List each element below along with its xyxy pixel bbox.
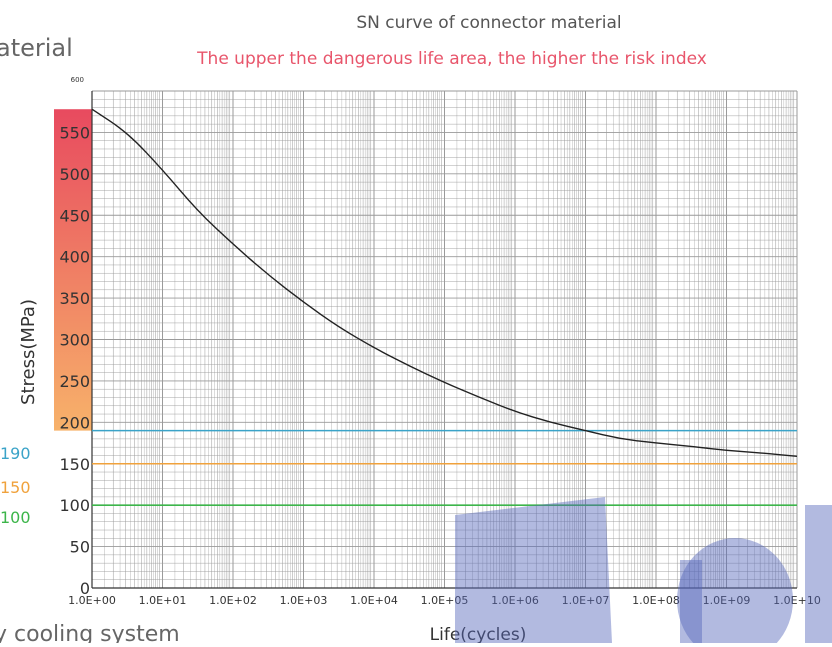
x-tick-label: 1.0E+03	[280, 594, 328, 607]
sn-curve-line	[91, 108, 798, 457]
reference-label-100: 100	[0, 508, 31, 527]
x-tick-label: 1.0E+00	[68, 594, 116, 607]
x-tick-label: 1.0E+09	[703, 594, 751, 607]
x-tick-label: 1.0E+04	[350, 594, 398, 607]
y-tick-label: 0	[80, 579, 90, 598]
x-axis-label: Life(cycles)	[430, 625, 527, 643]
y-tick-label: 200	[59, 413, 90, 432]
y-tick-label: 550	[59, 123, 90, 142]
y-axis-label: Stress(MPa)	[18, 299, 39, 405]
fragment-top-left: aterial	[0, 34, 73, 62]
chart-subtitle: The upper the dangerous life area, the h…	[196, 49, 707, 69]
reference-label-150: 150	[0, 478, 31, 497]
watermark-shape-edge	[805, 505, 832, 643]
y-tick-label: 350	[59, 289, 90, 308]
x-tick-label: 1.0E+10	[773, 594, 821, 607]
x-tick-label: 1.0E+08	[632, 594, 680, 607]
y-tick-label: 400	[59, 248, 90, 267]
fragment-bottom-left: y cooling system	[0, 622, 180, 643]
y-tick-label: 300	[59, 331, 90, 350]
y-tick-label: 150	[59, 455, 90, 474]
y-tick-label: 450	[59, 206, 90, 225]
y-tick-label: 250	[59, 372, 90, 391]
x-tick-label: 1.0E+02	[209, 594, 257, 607]
reference-label-190: 190	[0, 444, 31, 463]
watermark-shape-ring	[677, 538, 793, 647]
x-tick-label: 1.0E+05	[421, 594, 469, 607]
x-tick-label: 1.0E+06	[491, 594, 539, 607]
chart-title: SN curve of connector material	[356, 13, 621, 33]
x-tick-label: 1.0E+07	[562, 594, 610, 607]
risk-gradient-bar	[54, 109, 92, 431]
y-tick-label: 500	[59, 165, 90, 184]
y-tick-label: 50	[70, 538, 90, 557]
x-tick-label: 1.0E+01	[139, 594, 187, 607]
y-tick-label: 600	[71, 76, 84, 84]
watermark-shape-block	[455, 497, 612, 643]
y-tick-label: 100	[59, 496, 90, 515]
watermark-shape-stem	[680, 560, 702, 643]
